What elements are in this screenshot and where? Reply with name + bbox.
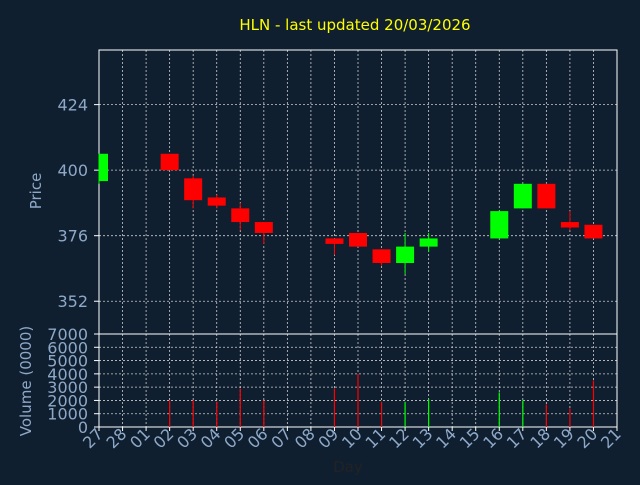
volume-bar xyxy=(522,400,524,427)
candle-body xyxy=(99,153,108,182)
price-panel: 352 376 400 424 xyxy=(57,49,618,335)
candle-body xyxy=(207,197,226,206)
volume-tick-label: 3000 xyxy=(47,378,88,397)
volume-bar xyxy=(192,400,194,427)
volume-bar xyxy=(404,401,406,427)
price-tick-label: 376 xyxy=(57,227,88,246)
candle-body xyxy=(254,222,273,233)
volume-bar xyxy=(333,388,336,427)
volume-tick-label: 2000 xyxy=(47,391,88,410)
volume-bar xyxy=(380,401,383,427)
day-axis-label: Day xyxy=(333,458,363,476)
volume-tick-label: 1000 xyxy=(47,405,88,424)
candle-body xyxy=(584,224,603,239)
candle-body xyxy=(419,238,438,247)
volume-tick-label: 7000 xyxy=(47,325,88,344)
volume-bar xyxy=(239,388,241,427)
volume-axis-label: Volume (0000) xyxy=(17,326,35,436)
volume-bar xyxy=(545,404,547,427)
volume-bar xyxy=(592,380,595,427)
candle-body xyxy=(184,178,203,201)
price-tick-label: 400 xyxy=(57,161,88,180)
volume-tick-label: 4000 xyxy=(47,365,88,384)
candle-body xyxy=(349,232,367,247)
candle-body xyxy=(513,183,532,209)
candle-body xyxy=(396,246,415,263)
volume-tick-label: 0 xyxy=(78,418,88,437)
candle-body xyxy=(231,208,250,223)
candle-body xyxy=(560,222,579,228)
candle-body xyxy=(537,183,556,209)
price-axis-label: Price xyxy=(27,173,45,210)
volume-bar xyxy=(498,392,500,427)
volume-bar xyxy=(216,401,218,427)
candle-body xyxy=(490,211,509,239)
candle-body xyxy=(325,238,344,244)
price-tick-label: 424 xyxy=(57,96,88,115)
volume-bar xyxy=(169,400,171,427)
volume-bar xyxy=(569,408,571,427)
volume-bar xyxy=(357,373,359,427)
price-tick-label: 352 xyxy=(57,292,88,311)
volume-tick-label: 6000 xyxy=(47,338,88,357)
candle-body xyxy=(160,153,179,171)
volume-bar xyxy=(263,400,265,427)
candle-body xyxy=(372,249,391,263)
volume-bar xyxy=(428,399,430,427)
volume-tick-label: 5000 xyxy=(47,352,88,371)
chart-title: HLN - last updated 20/03/2026 xyxy=(239,16,470,34)
